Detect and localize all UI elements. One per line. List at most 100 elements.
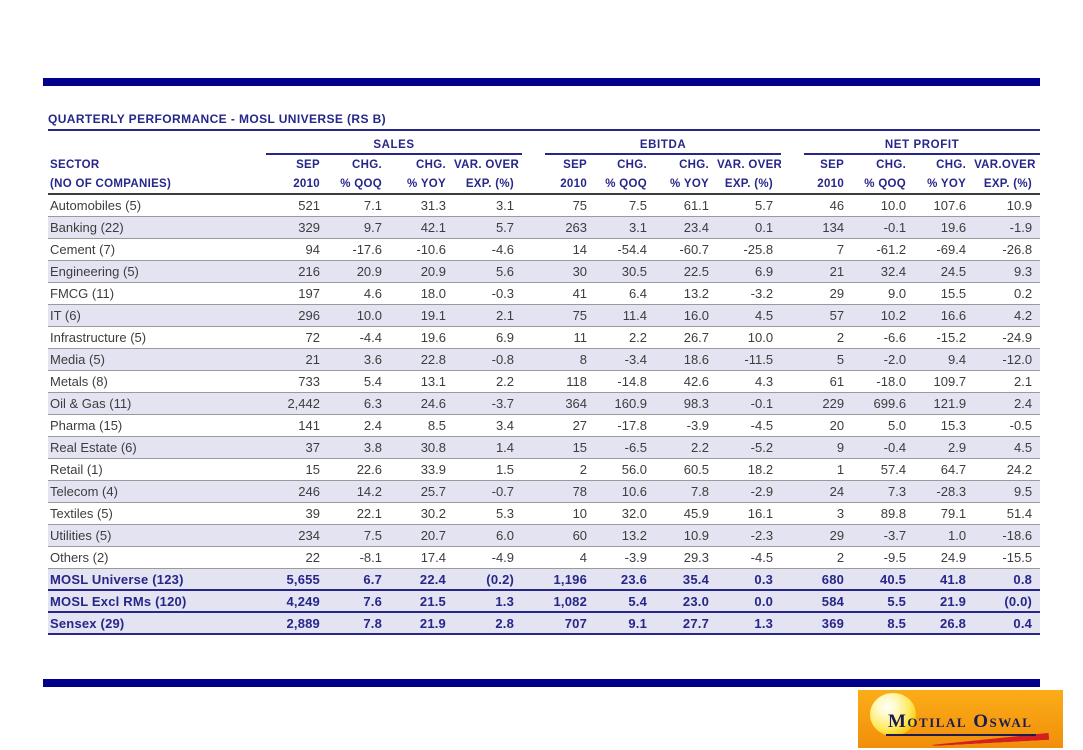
col-header: % QOQ <box>595 174 656 195</box>
table-row: Cement (7) 94 -17.6 -10.6 -4.6 14 -54.4 -60.7 -2… <box>48 238 1041 261</box>
table-row: Banking (22) 329 9.7 42.1 5.7 263 3.1 23.4 0.1 13… <box>48 216 1041 239</box>
value-cell: -3.7 <box>454 392 523 415</box>
column-gap <box>522 137 545 154</box>
col-header: EXP. (%) <box>974 174 1041 195</box>
value-cell: 10.2 <box>852 304 915 327</box>
col-header: 2010 <box>545 174 596 195</box>
value-cell: 18.2 <box>717 458 782 481</box>
value-cell: 7.6 <box>328 590 390 613</box>
col-header: EXP. (%) <box>454 174 523 195</box>
column-gap <box>781 458 805 481</box>
value-cell: -17.8 <box>595 414 656 437</box>
value-cell: 5.4 <box>595 590 656 613</box>
value-cell: 10.9 <box>655 524 718 547</box>
value-cell: 2,442 <box>266 392 328 415</box>
sector-cell: Engineering (5) <box>48 260 266 283</box>
value-cell: -4.5 <box>717 414 782 437</box>
column-gap <box>781 137 804 154</box>
col-header: CHG. <box>617 159 648 171</box>
value-cell: 9.5 <box>974 480 1041 503</box>
value-cell: 22.1 <box>328 502 390 525</box>
sector-cell: IT (6) <box>48 304 266 327</box>
value-cell: 4.5 <box>717 304 782 327</box>
column-gap <box>522 546 546 569</box>
value-cell: 733 <box>266 370 328 393</box>
column-gap <box>522 282 546 305</box>
column-gap <box>781 304 805 327</box>
column-header-row-1: SECTOR SEP CHG. CHG. VAR. OVER SEP CHG. … <box>48 154 1040 174</box>
table-row: Retail (1) 15 22.6 33.9 1.5 2 56.0 60.5 18.2 1 57.… <box>48 458 1041 481</box>
column-gap <box>781 216 805 239</box>
column-gap <box>781 546 805 569</box>
value-cell: -12.0 <box>974 348 1041 371</box>
value-cell: 21 <box>804 260 853 283</box>
value-cell: 15 <box>266 458 328 481</box>
sector-cell: Textiles (5) <box>48 502 266 525</box>
column-gap <box>522 304 546 327</box>
value-cell: 57.4 <box>852 458 915 481</box>
value-cell: 15.3 <box>914 414 975 437</box>
value-cell: 5.4 <box>328 370 390 393</box>
value-cell: 60 <box>545 524 596 547</box>
value-cell: 4 <box>545 546 596 569</box>
value-cell: 4,249 <box>266 590 328 613</box>
column-gap <box>522 568 546 591</box>
value-cell: -17.6 <box>328 238 390 261</box>
value-cell: 0.1 <box>717 216 782 239</box>
value-cell: 6.9 <box>717 260 782 283</box>
value-cell: -0.5 <box>974 414 1041 437</box>
value-cell: 32.0 <box>595 502 656 525</box>
value-cell: -3.9 <box>655 414 718 437</box>
value-cell: 41 <box>545 282 596 305</box>
value-cell: 15 <box>545 436 596 459</box>
value-cell: 37 <box>266 436 328 459</box>
column-gap <box>781 260 805 283</box>
column-gap <box>781 480 805 503</box>
column-gap <box>781 194 805 217</box>
column-gap <box>781 590 805 613</box>
value-cell: 22.4 <box>390 568 454 591</box>
value-cell: 521 <box>266 194 328 217</box>
value-cell: 3.1 <box>595 216 656 239</box>
value-cell: 51.4 <box>974 502 1041 525</box>
value-cell: 9.7 <box>328 216 390 239</box>
group-label-net-profit: NET PROFIT <box>804 137 1041 155</box>
value-cell: 23.0 <box>655 590 718 613</box>
sector-header-line1: SECTOR <box>50 158 100 171</box>
value-cell: 23.4 <box>655 216 718 239</box>
sector-cell: Utilities (5) <box>48 524 266 547</box>
value-cell: 4.2 <box>974 304 1041 327</box>
value-cell: 31.3 <box>390 194 454 217</box>
column-gap <box>522 348 546 371</box>
sector-cell: Metals (8) <box>48 370 266 393</box>
value-cell: 2 <box>804 326 853 349</box>
logo-text: Motilal Oswal <box>886 711 1037 736</box>
sector-cell: Oil & Gas (11) <box>48 392 266 415</box>
value-cell: 246 <box>266 480 328 503</box>
value-cell: 263 <box>545 216 596 239</box>
column-gap <box>781 154 804 174</box>
value-cell: 3.4 <box>454 414 523 437</box>
value-cell: 680 <box>804 568 853 591</box>
table-row: Engineering (5) 216 20.9 20.9 5.6 30 30.5 22.5 6… <box>48 260 1041 283</box>
value-cell: 5,655 <box>266 568 328 591</box>
value-cell: 22 <box>266 546 328 569</box>
value-cell: 121.9 <box>914 392 975 415</box>
value-cell: 30.8 <box>390 436 454 459</box>
value-cell: 29.3 <box>655 546 718 569</box>
group-header-spacer <box>48 137 266 154</box>
column-gap <box>781 174 805 195</box>
value-cell: 9 <box>804 436 853 459</box>
value-cell: 98.3 <box>655 392 718 415</box>
sector-cell: Banking (22) <box>48 216 266 239</box>
value-cell: 6.4 <box>595 282 656 305</box>
value-cell: 6.3 <box>328 392 390 415</box>
column-gap <box>781 502 805 525</box>
value-cell: 2.2 <box>454 370 523 393</box>
value-cell: 14 <box>545 238 596 261</box>
table-row: Others (2) 22 -8.1 17.4 -4.9 4 -3.9 29.3 -4.5 2 -9… <box>48 546 1041 569</box>
value-cell: 89.8 <box>852 502 915 525</box>
value-cell: 5.0 <box>852 414 915 437</box>
value-cell: 42.6 <box>655 370 718 393</box>
value-cell: 13.2 <box>655 282 718 305</box>
